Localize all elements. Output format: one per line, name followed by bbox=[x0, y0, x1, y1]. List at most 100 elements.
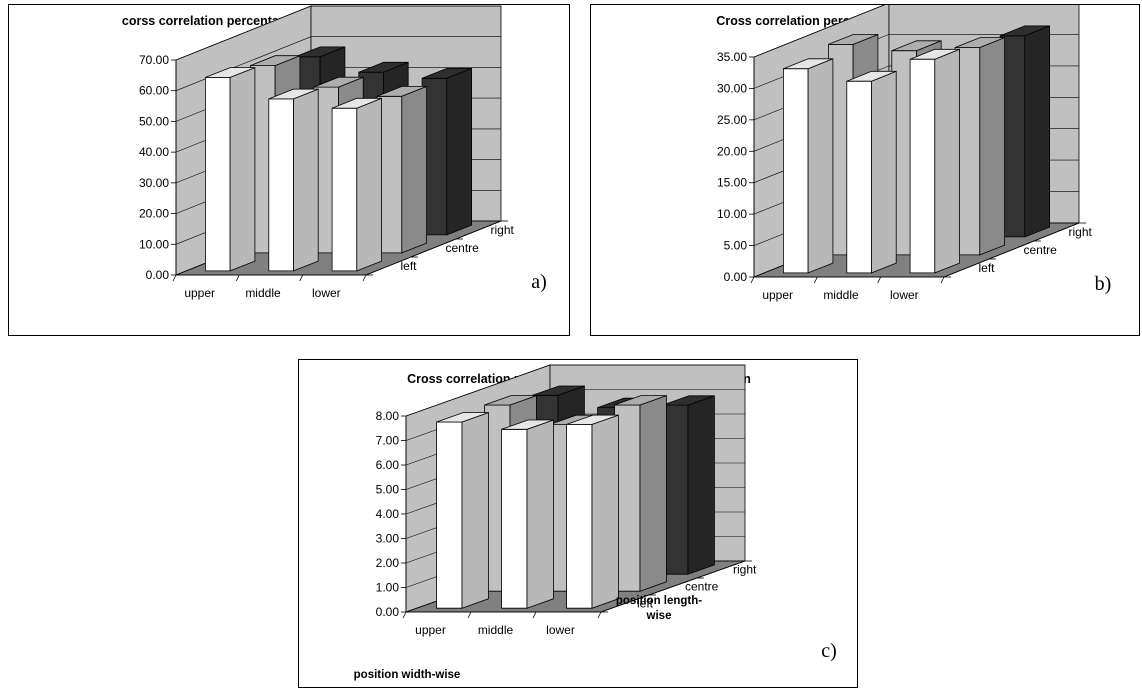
bar-side-face bbox=[229, 67, 256, 272]
depth-tick-label: left bbox=[979, 261, 996, 275]
x-tick-mark bbox=[467, 611, 472, 619]
chart-a: corss correlation percentage changes lar… bbox=[122, 5, 547, 300]
bar-left-lower bbox=[909, 48, 961, 274]
x-tick-label: middle bbox=[245, 286, 281, 300]
chart-panel-b: Cross correlation percentage changes for… bbox=[590, 4, 1140, 336]
bar-front-face bbox=[501, 428, 528, 609]
bar-centre-lower bbox=[954, 37, 1006, 256]
bar-top-face bbox=[532, 385, 585, 396]
bar-side-face bbox=[807, 58, 834, 274]
bar-top-face bbox=[421, 68, 472, 79]
bar-side-face bbox=[639, 395, 667, 592]
y-tick-label: 20.00 bbox=[139, 207, 169, 221]
depth-axis-line bbox=[600, 560, 746, 613]
y-tick-label: 4.00 bbox=[376, 507, 400, 521]
x-tick-mark bbox=[172, 274, 177, 282]
x-tick-mark bbox=[235, 274, 240, 282]
depth-tick-label: right bbox=[733, 563, 757, 577]
y-tick-label: 0.00 bbox=[724, 270, 748, 284]
y-tick-label: 6.00 bbox=[376, 458, 400, 472]
gridline bbox=[405, 364, 745, 417]
bar-front-face bbox=[566, 424, 593, 609]
y-tick-label: 20.00 bbox=[717, 144, 747, 158]
bar-side-face bbox=[446, 67, 473, 236]
depth-axis-line bbox=[365, 220, 502, 276]
bar-side-face bbox=[526, 419, 554, 609]
bar-front-face bbox=[268, 98, 294, 272]
x-tick-mark bbox=[813, 276, 818, 284]
depth-tick-label: centre bbox=[685, 580, 719, 594]
y-tick-label: 3.00 bbox=[376, 532, 400, 546]
panel-label: b) bbox=[1095, 273, 1112, 295]
depth-axis-line bbox=[943, 222, 1080, 278]
bar-top-face bbox=[250, 55, 301, 66]
gridline bbox=[753, 5, 885, 58]
bar-centre-lower bbox=[614, 395, 667, 592]
bar-side-face bbox=[401, 85, 428, 254]
bar-left-upper bbox=[436, 412, 489, 609]
x-tick-mark bbox=[402, 611, 407, 619]
bar-side-face bbox=[1024, 25, 1051, 238]
y-tick-label: 15.00 bbox=[717, 176, 747, 190]
y-tick-label: 40.00 bbox=[139, 145, 169, 159]
x-tick-label: middle bbox=[823, 288, 859, 302]
bar-top-face bbox=[566, 414, 619, 425]
bar-left-upper bbox=[782, 58, 834, 274]
bar-centre-lower bbox=[376, 85, 428, 254]
bar-top-face bbox=[783, 58, 834, 70]
depth-tick-label: left bbox=[401, 259, 418, 273]
y-tick-label: 5.00 bbox=[376, 483, 400, 497]
bar-left-lower bbox=[566, 414, 619, 609]
depth-axis-title: position length- bbox=[616, 595, 702, 607]
bar-top-face bbox=[828, 34, 879, 45]
bar-top-face bbox=[662, 395, 715, 406]
bar-left-upper bbox=[204, 67, 256, 272]
bar-top-face bbox=[954, 37, 1005, 48]
y-tick-label: 30.00 bbox=[139, 176, 169, 190]
y-tick-label: 8.00 bbox=[376, 409, 400, 423]
x-tick-label: middle bbox=[478, 623, 514, 637]
x-tick-mark bbox=[532, 611, 537, 619]
y-tick-label: 10.00 bbox=[717, 207, 747, 221]
bar-left-middle bbox=[846, 70, 897, 274]
y-tick-label: 0.00 bbox=[146, 268, 170, 282]
bar-top-face bbox=[358, 61, 409, 73]
bar-side-face bbox=[461, 412, 489, 609]
bar-side-face bbox=[293, 88, 319, 272]
x-tick-label: lower bbox=[890, 288, 919, 302]
bar-front-face bbox=[909, 58, 936, 274]
bar-front-face bbox=[846, 80, 872, 274]
bar-top-face bbox=[891, 40, 942, 52]
bar-side-face bbox=[871, 70, 897, 274]
bar-top-face bbox=[614, 395, 667, 406]
x-tick-label: lower bbox=[546, 623, 575, 637]
depth-tick-label: centre bbox=[1024, 243, 1058, 257]
y-tick-label: 60.00 bbox=[139, 84, 169, 98]
bar-front-face bbox=[204, 77, 231, 272]
bar-side-face bbox=[934, 48, 961, 274]
bar-right-lower bbox=[999, 25, 1051, 238]
y-tick-label: 5.00 bbox=[724, 239, 748, 253]
y-tick-label: 70.00 bbox=[139, 53, 169, 67]
y-tick-label: 30.00 bbox=[717, 81, 747, 95]
bar-left-middle bbox=[268, 88, 319, 272]
panel-label: a) bbox=[531, 271, 547, 293]
x-tick-label: upper bbox=[415, 623, 446, 637]
bar-top-face bbox=[376, 86, 427, 97]
bar-top-face bbox=[501, 419, 554, 430]
chart-c: Cross correlation percentage changes sma… bbox=[354, 364, 837, 681]
y-tick-label: 7.00 bbox=[376, 434, 400, 448]
chart-panel-a: corss correlation percentage changes lar… bbox=[8, 4, 570, 336]
bar-top-face bbox=[909, 48, 960, 60]
bar-side-face bbox=[591, 414, 619, 609]
bar-top-face bbox=[846, 70, 897, 82]
bar-right-lower bbox=[421, 67, 473, 236]
bar-right-lower bbox=[662, 395, 715, 575]
depth-tick-label: left bbox=[637, 597, 654, 611]
bar-top-face bbox=[268, 88, 319, 100]
gridline bbox=[175, 5, 501, 61]
bar-top-face bbox=[331, 97, 382, 109]
y-tick-label: 10.00 bbox=[139, 237, 169, 251]
x-tick-mark bbox=[750, 276, 755, 284]
y-tick-label: 50.00 bbox=[139, 114, 169, 128]
